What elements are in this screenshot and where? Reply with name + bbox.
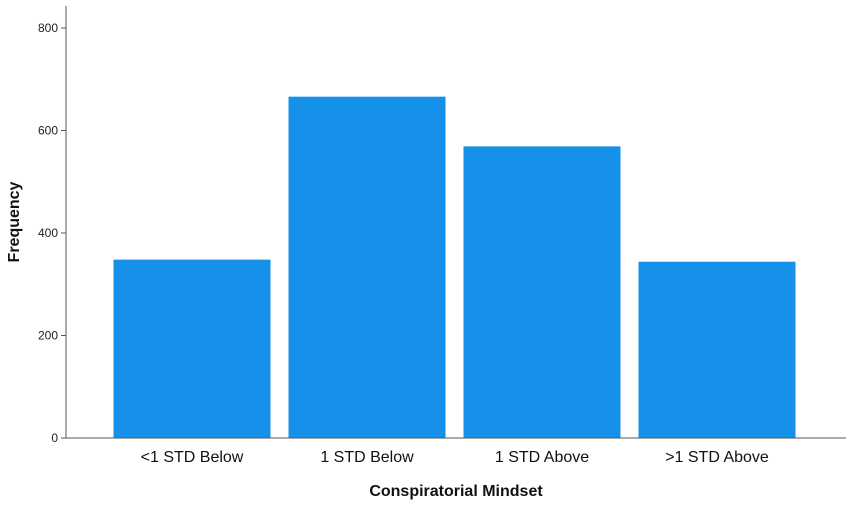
x-tick-label: 1 STD Below bbox=[320, 449, 414, 466]
x-axis-title: Conspiratorial Mindset bbox=[369, 483, 543, 500]
y-tick-label: 400 bbox=[38, 226, 58, 240]
y-tick-label: 800 bbox=[38, 21, 58, 35]
x-tick-label: 1 STD Above bbox=[495, 449, 589, 466]
y-tick-label: 600 bbox=[38, 124, 58, 138]
bars-group bbox=[113, 96, 796, 439]
y-tick-label: 0 bbox=[51, 431, 58, 445]
bar-4 bbox=[638, 261, 796, 438]
y-tick-label: 200 bbox=[38, 329, 58, 343]
y-axis-ticks: 0 200 400 600 800 bbox=[38, 21, 66, 445]
bar-3 bbox=[463, 146, 621, 438]
x-tick-label: >1 STD Above bbox=[665, 449, 769, 466]
x-axis-tick-labels: <1 STD Below 1 STD Below 1 STD Above >1 STD… bbox=[141, 449, 769, 466]
y-axis-title: Frequency bbox=[6, 181, 23, 262]
bar-1 bbox=[113, 259, 271, 438]
bar-2 bbox=[288, 96, 446, 439]
x-tick-label: <1 STD Below bbox=[141, 449, 244, 466]
